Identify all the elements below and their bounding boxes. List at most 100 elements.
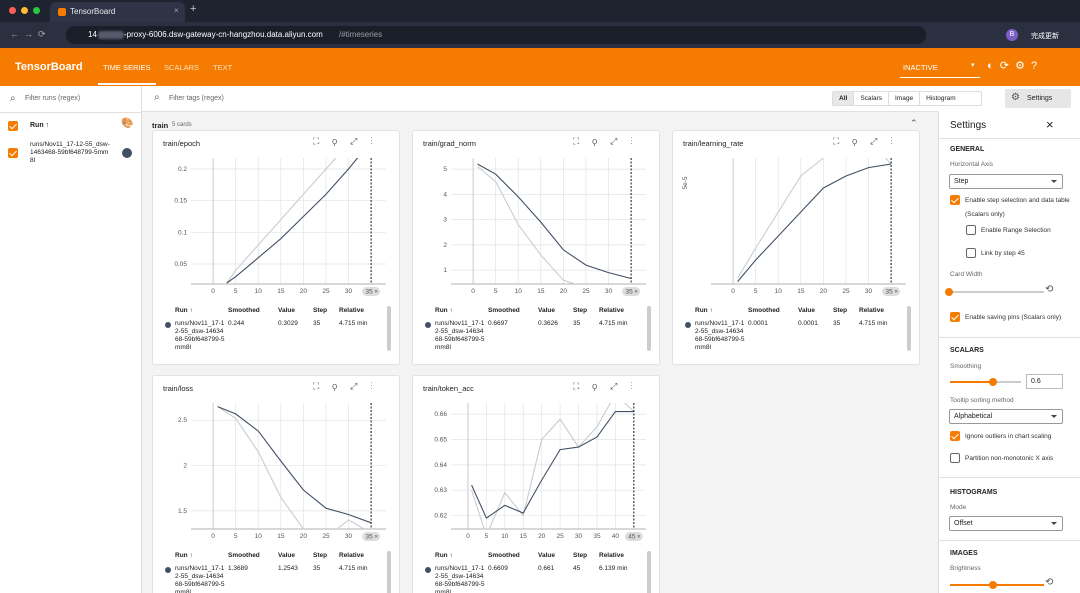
type-button[interactable]: All	[833, 92, 854, 105]
run-checkbox[interactable]	[8, 148, 18, 158]
y-axis-label: 5e-5	[682, 176, 689, 189]
table-scrollbar	[387, 306, 391, 351]
table-header: Relative	[859, 307, 884, 314]
x-tick-label: 0	[471, 288, 475, 295]
field-label: Tooltip sorting method	[950, 397, 1014, 404]
table-header: Relative	[599, 552, 624, 559]
y-tick-label: 3	[443, 217, 447, 224]
checkbox[interactable]	[950, 312, 960, 322]
tags-filter[interactable]: Filter tags (regex)	[169, 95, 224, 102]
field-label: Card Width	[950, 271, 983, 278]
run-color[interactable]	[122, 148, 132, 158]
table-cell: 0.0001	[748, 320, 768, 327]
table-header: Relative	[599, 307, 624, 314]
run-color-dot	[425, 567, 431, 573]
checkbox[interactable]	[966, 248, 976, 258]
series-line	[737, 158, 892, 279]
group-name[interactable]: train	[152, 121, 169, 130]
card-title: train/grad_norm	[423, 139, 476, 148]
mode-select[interactable]: Offset	[949, 516, 1063, 531]
browser-tab[interactable]: TensorBoard ×	[50, 2, 185, 22]
nav-tab[interactable]: TIME SERIES	[103, 63, 151, 72]
card-width-slider[interactable]	[945, 288, 953, 296]
series-line	[217, 406, 372, 524]
y-tick-label: 0.1	[178, 229, 187, 236]
horizontal-axis-select[interactable]: Step	[949, 174, 1063, 189]
table-header: Step	[573, 552, 588, 559]
step-chip-label: 45	[628, 534, 636, 541]
profile-avatar[interactable]: B	[1006, 29, 1018, 41]
brightness-slider[interactable]	[989, 581, 997, 589]
y-tick-label: 1.5	[178, 508, 187, 515]
y-tick-label: 2	[443, 242, 447, 249]
group-count: 5 cards	[172, 122, 192, 128]
table-header: Step	[313, 307, 328, 314]
update-button[interactable]: 完成更新	[1031, 33, 1059, 40]
section-heading: IMAGES	[950, 550, 978, 557]
address-bar[interactable]: 14 -proxy-6006.dsw-gateway-cn-hangzhou.d…	[66, 26, 926, 44]
select-all-checkbox[interactable]	[8, 121, 18, 131]
step-chip-close: ×	[374, 534, 378, 541]
table-cell: 4.715 min	[339, 565, 368, 572]
x-tick-label: 5	[754, 288, 758, 295]
tooltip-sort-select[interactable]: Alphabetical	[949, 409, 1063, 424]
checkbox[interactable]	[950, 431, 960, 441]
checkbox[interactable]	[950, 453, 960, 463]
step-chip	[362, 287, 381, 296]
step-chip-label: 35	[625, 289, 633, 296]
close-button[interactable]: ×	[1046, 117, 1054, 132]
table-cell: 45	[573, 565, 581, 572]
x-tick-label: 35	[593, 533, 601, 540]
type-button[interactable]: Image	[888, 92, 919, 105]
x-tick-label: 30	[345, 288, 353, 295]
x-tick-label: 30	[575, 533, 583, 540]
type-button[interactable]: Histogram	[919, 92, 962, 105]
card-grid: train/epoch ⛶⚲⤢⋮ 0 5 10 15 20 25 30 0.05 0.1 0.15 0.…	[142, 130, 938, 593]
y-tick-label: 2	[183, 463, 187, 470]
card-title: train/epoch	[163, 139, 201, 148]
table-header: Smoothed	[228, 552, 260, 559]
x-tick-label: 25	[556, 533, 564, 540]
x-tick-label: 0	[731, 288, 735, 295]
table-header: Smoothed	[748, 307, 780, 314]
settings-button[interactable]: ⚙ Settings	[1005, 89, 1071, 108]
step-chip-close: ×	[374, 289, 378, 296]
x-tick-label: 15	[277, 533, 285, 540]
table-header: Smoothed	[488, 552, 520, 559]
step-chip-close: ×	[637, 534, 641, 541]
table-cell: runs/Nov11_17-12-55_dsw-1463468-59bf6487…	[175, 565, 225, 593]
table-cell: 6.139 min	[599, 565, 628, 572]
nav-tab[interactable]: TEXT	[213, 63, 233, 72]
nav-tab[interactable]: SCALARS	[164, 63, 200, 72]
table-header: Smoothed	[228, 307, 260, 314]
checkbox[interactable]	[950, 195, 960, 205]
x-tick-label: 10	[775, 288, 783, 295]
status-select[interactable]: INACTIVE	[903, 63, 938, 72]
y-tick-label: 0.66	[434, 411, 447, 418]
x-tick-label: 25	[322, 288, 330, 295]
x-tick-label: 25	[582, 288, 590, 295]
smoothing-slider[interactable]	[988, 378, 997, 386]
card-actions: ⛶⚲⤢⋮	[313, 381, 386, 391]
table-cell: 0.3029	[278, 320, 298, 327]
field-label: Mode	[950, 504, 967, 511]
table-header: Run ↑	[175, 307, 193, 314]
runs-filter[interactable]: Filter runs (regex)	[25, 95, 81, 102]
table-header: Run ↑	[435, 307, 453, 314]
step-chip	[882, 287, 901, 296]
x-tick-label: 20	[538, 533, 546, 540]
chart-card: train/grad_norm ⛶⚲⤢⋮ 0 5 10 15 20 25 30 1 2 3 4 5 35 × R…	[412, 130, 660, 365]
run-column-header[interactable]: Run ↑	[30, 122, 50, 129]
x-tick-label: 30	[605, 288, 613, 295]
x-tick-label: 40	[612, 533, 620, 540]
series-line	[737, 163, 892, 282]
x-tick-label: 0	[211, 288, 215, 295]
checkbox-label: Enable step selection and data table	[965, 197, 1070, 204]
type-button[interactable]: Scalars	[853, 92, 888, 105]
checkbox[interactable]	[966, 225, 976, 235]
checkbox-label: Enable saving pins (Scalars only)	[965, 314, 1062, 321]
table-cell: 0.244	[228, 320, 245, 327]
step-chip-label: 35	[885, 289, 893, 296]
smoothing-input[interactable]: 0.6	[1026, 374, 1063, 389]
x-tick-label: 20	[820, 288, 828, 295]
